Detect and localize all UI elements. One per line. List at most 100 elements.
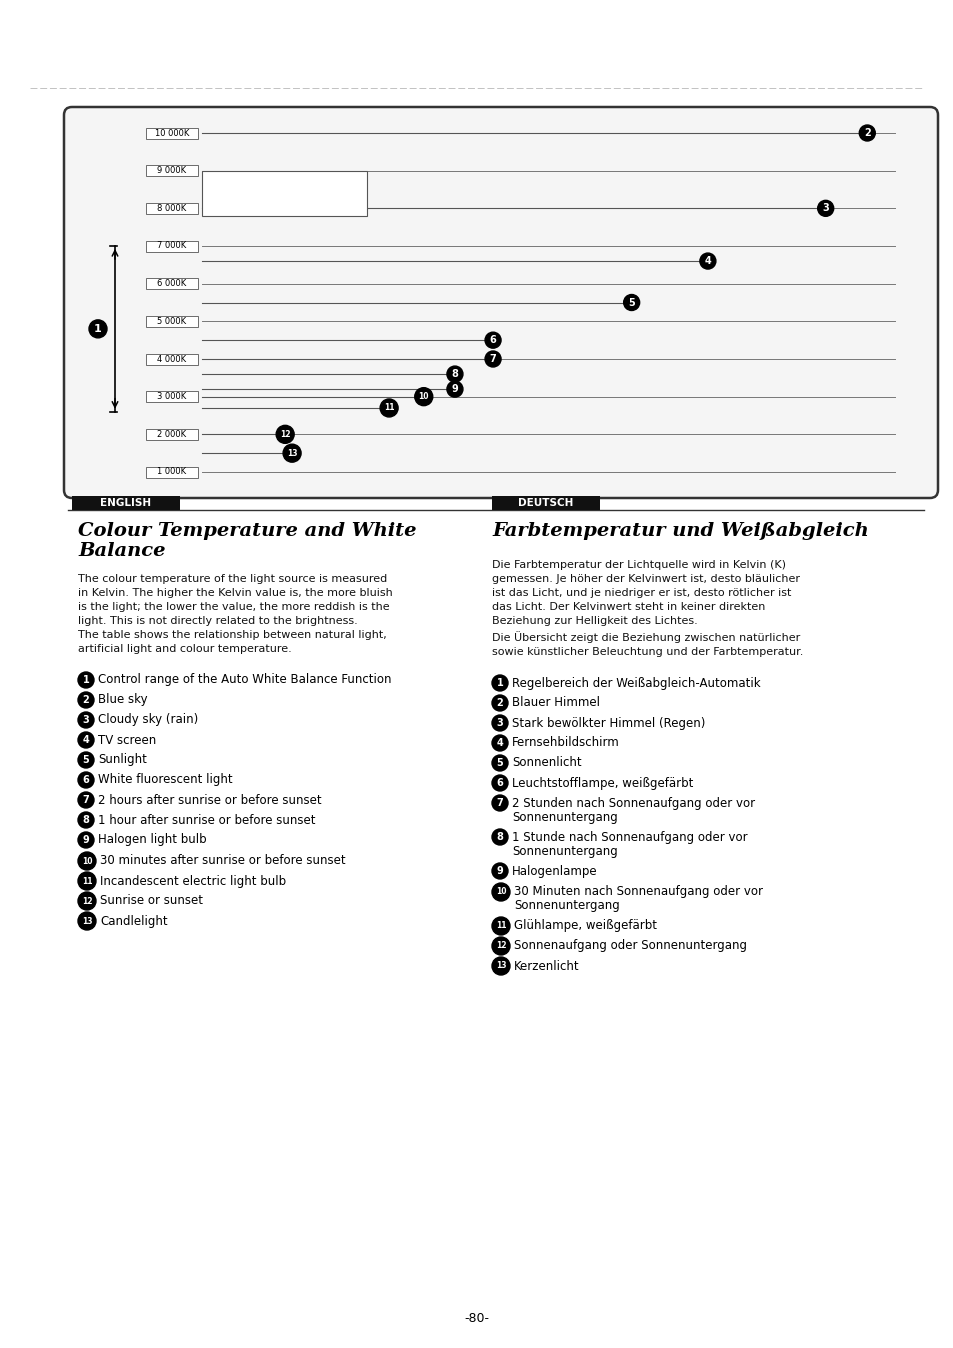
Text: 9: 9 (451, 384, 457, 394)
Text: 11: 11 (383, 403, 394, 412)
Text: Sunlight: Sunlight (98, 754, 147, 767)
Text: 8: 8 (451, 369, 457, 379)
Text: Control range of the Auto White Balance Function: Control range of the Auto White Balance … (98, 674, 391, 686)
Bar (146, 315, 198, 326)
Text: 4: 4 (497, 737, 503, 748)
Text: 2: 2 (83, 696, 90, 705)
Text: DEUTSCH: DEUTSCH (517, 497, 573, 508)
Circle shape (492, 696, 507, 710)
Bar (146, 202, 198, 214)
Text: 9: 9 (83, 834, 90, 845)
Circle shape (492, 829, 507, 845)
Text: Balance: Balance (78, 542, 165, 559)
Bar (146, 166, 198, 177)
Circle shape (275, 426, 294, 443)
Text: Regelbereich der Weißabgleich-Automatik: Regelbereich der Weißabgleich-Automatik (512, 677, 760, 689)
Text: -80-: -80- (464, 1312, 489, 1325)
Bar (71, 496, 180, 510)
Text: 13: 13 (82, 917, 92, 926)
Text: 6: 6 (497, 778, 503, 789)
Circle shape (484, 350, 500, 367)
Text: 11: 11 (82, 876, 92, 886)
Text: 10: 10 (82, 856, 92, 865)
Circle shape (700, 253, 715, 270)
Text: 9: 9 (497, 865, 503, 876)
Circle shape (78, 852, 96, 869)
Text: Die Farbtemperatur der Lichtquelle wird in Kelvin (K)
gemessen. Je höher der Kel: Die Farbtemperatur der Lichtquelle wird … (492, 559, 802, 656)
Text: Stark bewölkter Himmel (Regen): Stark bewölkter Himmel (Regen) (512, 717, 704, 729)
Text: Colour Temperature and White: Colour Temperature and White (78, 522, 416, 541)
Text: 4: 4 (703, 256, 711, 266)
Text: 4: 4 (83, 735, 90, 745)
Text: 8: 8 (497, 832, 503, 842)
Text: 2: 2 (863, 128, 870, 137)
Bar (146, 128, 198, 139)
Text: 6: 6 (489, 336, 496, 345)
Text: 8: 8 (83, 816, 90, 825)
Text: Sonnenuntergang: Sonnenuntergang (512, 810, 618, 824)
Text: Blauer Himmel: Blauer Himmel (512, 697, 599, 709)
Text: Sonnenuntergang: Sonnenuntergang (512, 844, 618, 857)
Text: 2 Stunden nach Sonnenaufgang oder vor: 2 Stunden nach Sonnenaufgang oder vor (512, 797, 755, 810)
Text: White fluorescent light: White fluorescent light (98, 774, 233, 786)
Circle shape (78, 793, 94, 807)
Text: Leuchtstofflampe, weißgefärbt: Leuchtstofflampe, weißgefärbt (512, 776, 693, 790)
Circle shape (492, 957, 510, 975)
Text: 1: 1 (497, 678, 503, 687)
Circle shape (484, 332, 500, 348)
Text: 10: 10 (496, 887, 506, 896)
Circle shape (78, 673, 94, 687)
Text: Sunrise or sunset: Sunrise or sunset (100, 895, 203, 907)
Circle shape (78, 832, 94, 848)
Text: 4 000K: 4 000K (157, 355, 187, 364)
Bar (492, 496, 599, 510)
Circle shape (78, 913, 96, 930)
Text: 30 minutes after sunrise or before sunset: 30 minutes after sunrise or before sunse… (100, 855, 345, 868)
Text: 30 Minuten nach Sonnenaufgang oder vor: 30 Minuten nach Sonnenaufgang oder vor (514, 886, 762, 899)
Text: Farbtemperatur und Weißabgleich: Farbtemperatur und Weißabgleich (492, 522, 868, 541)
Text: 5: 5 (497, 758, 503, 768)
Text: 5: 5 (83, 755, 90, 766)
FancyBboxPatch shape (64, 106, 937, 497)
Circle shape (492, 883, 510, 900)
Text: 8 000K: 8 000K (157, 204, 187, 213)
Text: Sonnenuntergang: Sonnenuntergang (514, 899, 619, 913)
Text: Incandescent electric light bulb: Incandescent electric light bulb (100, 875, 286, 887)
Text: 13: 13 (287, 449, 297, 458)
Text: Sonnenaufgang oder Sonnenuntergang: Sonnenaufgang oder Sonnenuntergang (514, 940, 746, 953)
Circle shape (492, 775, 507, 791)
Circle shape (78, 712, 94, 728)
Circle shape (492, 735, 507, 751)
Text: Glühlampe, weißgefärbt: Glühlampe, weißgefärbt (514, 919, 657, 933)
Text: 2 hours after sunrise or before sunset: 2 hours after sunrise or before sunset (98, 794, 321, 806)
Text: 3: 3 (497, 718, 503, 728)
Text: Blue sky: Blue sky (98, 693, 148, 706)
Text: 6: 6 (83, 775, 90, 785)
Text: 3: 3 (821, 204, 828, 213)
Text: 13: 13 (496, 961, 506, 971)
Text: 2: 2 (497, 698, 503, 708)
Text: 10 000K: 10 000K (154, 128, 189, 137)
Text: Candlelight: Candlelight (100, 914, 168, 927)
Circle shape (817, 201, 833, 216)
Text: 11: 11 (496, 922, 506, 930)
Bar (202, 171, 367, 216)
Text: 1: 1 (83, 675, 90, 685)
Text: Cloudy sky (rain): Cloudy sky (rain) (98, 713, 198, 727)
Circle shape (623, 294, 639, 310)
Text: 7 000K: 7 000K (157, 241, 187, 251)
Text: 2 000K: 2 000K (157, 430, 187, 439)
Text: 12: 12 (82, 896, 92, 906)
Bar (146, 353, 198, 364)
Text: 12: 12 (496, 941, 506, 950)
Text: Kerzenlicht: Kerzenlicht (514, 960, 579, 972)
Bar (146, 466, 198, 477)
Text: 9 000K: 9 000K (157, 166, 187, 175)
Text: 5: 5 (628, 298, 635, 307)
Circle shape (492, 795, 507, 811)
Circle shape (446, 367, 462, 381)
Bar (146, 391, 198, 402)
Text: Halogenlampe: Halogenlampe (512, 864, 597, 878)
Circle shape (492, 917, 510, 936)
Circle shape (78, 892, 96, 910)
